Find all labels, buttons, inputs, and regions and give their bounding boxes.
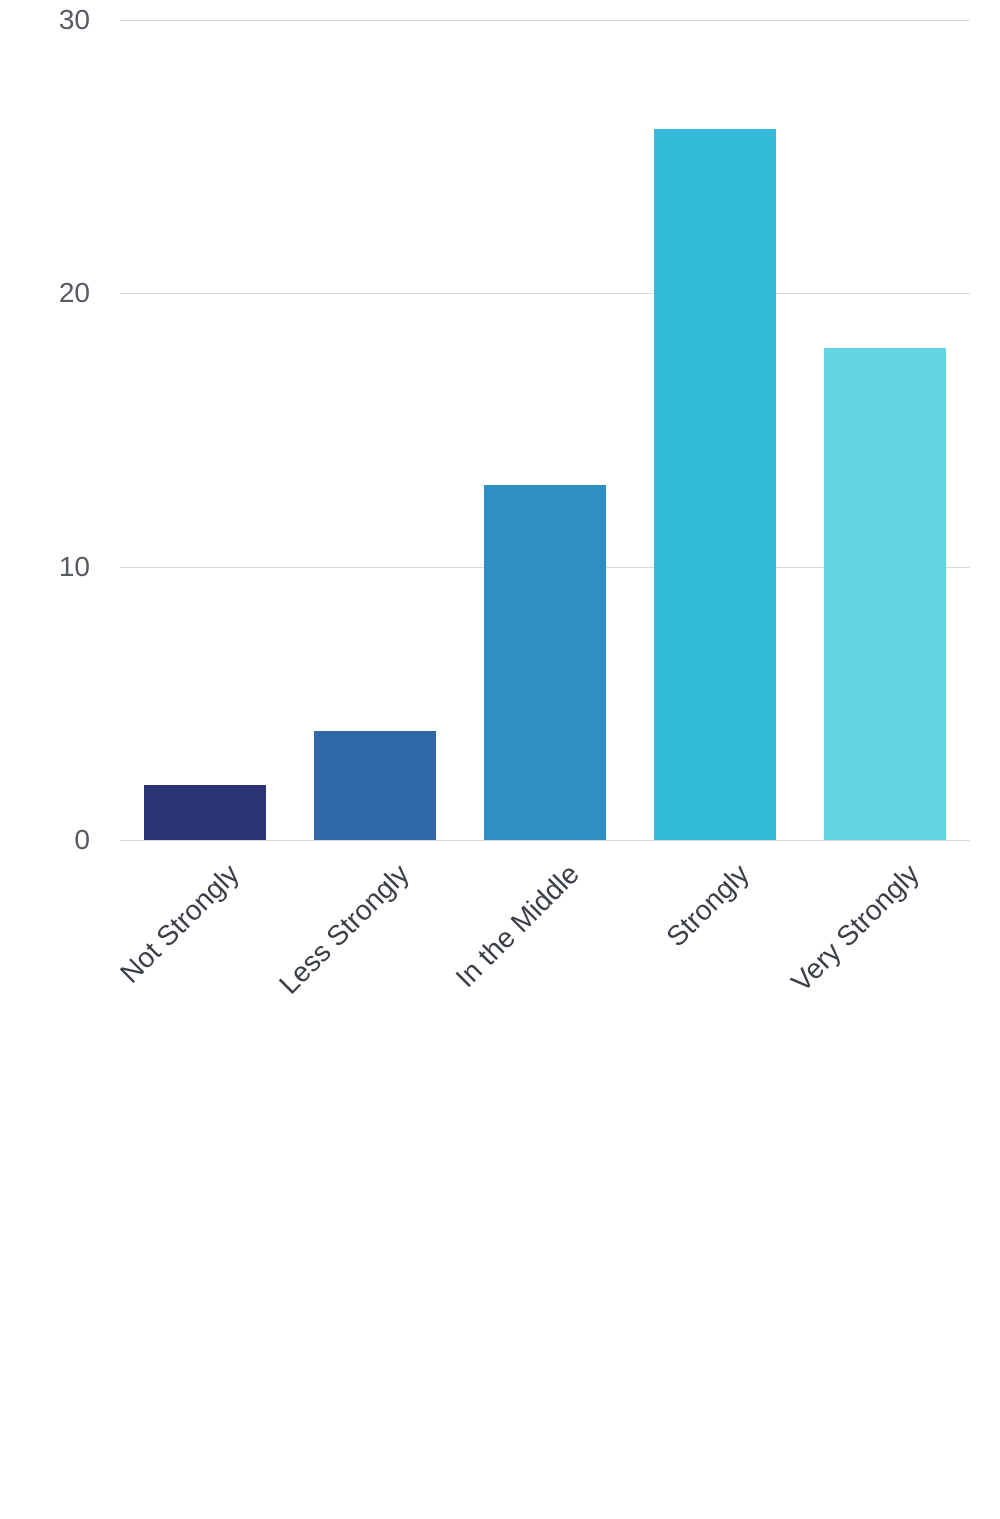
gridline — [120, 840, 970, 841]
bar — [824, 348, 946, 840]
bar — [314, 731, 436, 840]
x-tick-label: Very Strongly — [264, 858, 925, 1519]
x-tick-label: Not Strongly — [65, 858, 245, 1038]
y-tick-label: 0 — [74, 824, 90, 856]
y-tick-label: 20 — [59, 277, 90, 309]
bar-chart: 0102030Not StronglyLess StronglyIn the M… — [0, 0, 1000, 1000]
bar — [654, 129, 776, 840]
x-tick-label: Less Strongly — [115, 858, 416, 1159]
y-tick-label: 30 — [59, 4, 90, 36]
bar — [484, 485, 606, 840]
bars-layer — [120, 20, 970, 840]
plot-area — [120, 20, 970, 840]
bar — [144, 785, 266, 840]
y-tick-label: 10 — [59, 551, 90, 583]
